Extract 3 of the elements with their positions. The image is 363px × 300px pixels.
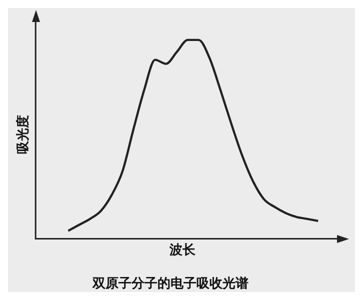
- y-axis-title: 吸光度: [15, 114, 32, 154]
- x-axis-title: 波长: [168, 242, 196, 258]
- text: 双原子分子的电子吸收光谱: [92, 276, 248, 292]
